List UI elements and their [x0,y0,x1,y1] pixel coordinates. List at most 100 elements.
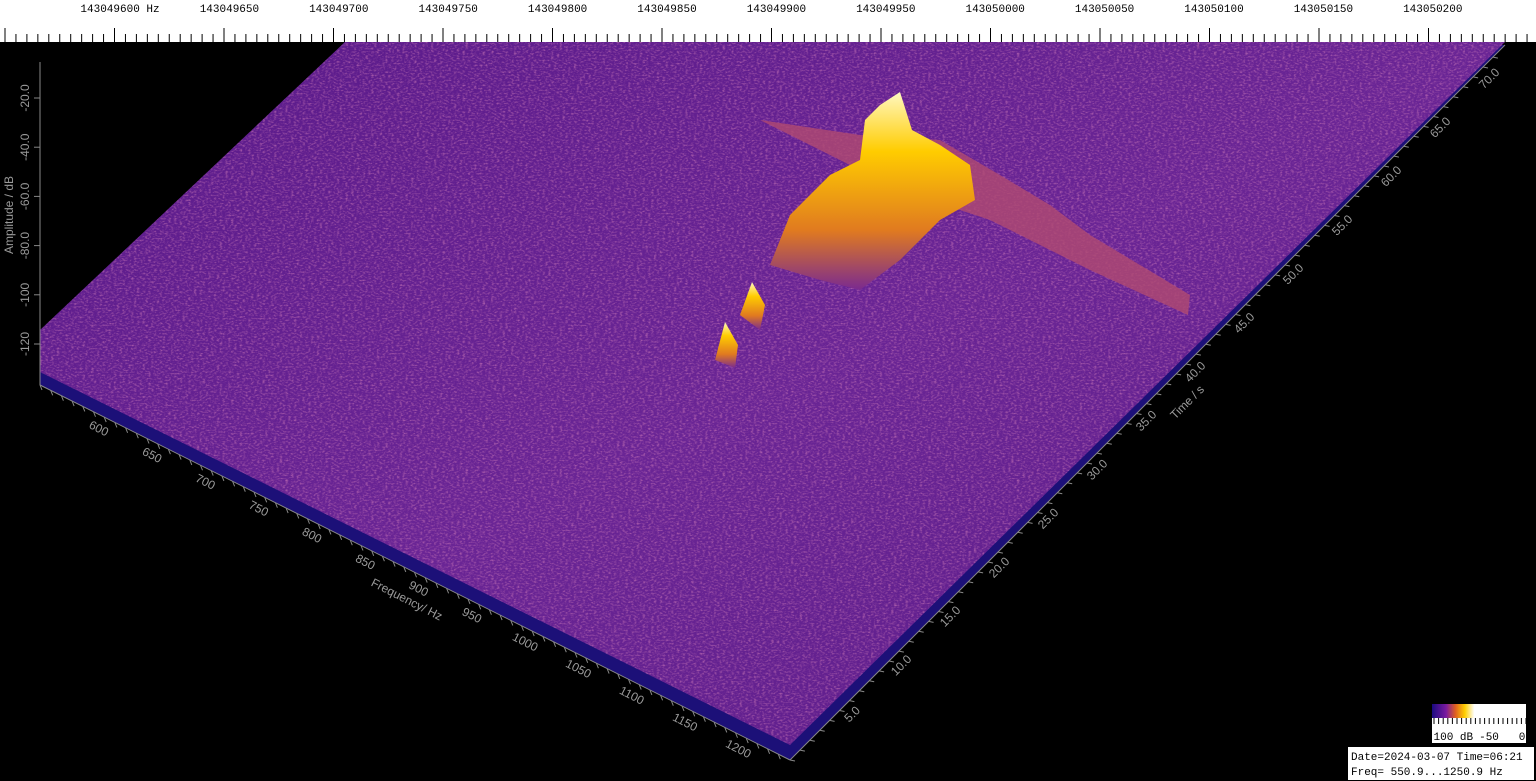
amplitude-label: -40.0 [18,133,32,161]
amplitude-label: -120 [18,332,32,356]
time-tick [958,591,964,594]
time-tick [1176,373,1182,376]
frequency-tick [585,657,589,664]
time-tick [1324,224,1330,227]
status-box [1348,747,1534,780]
frequency-tick [221,475,225,482]
time-tick [1275,274,1281,277]
frequency-tick [574,652,578,658]
frequency-tick [296,513,300,519]
color-bar-label: -50 [1479,732,1499,744]
frequency-label: 800 [300,524,324,546]
status-line: Freq= 550.9...1250.9 Hz [1351,767,1503,779]
time-tick [978,571,984,574]
time-label: 5.0 [841,703,863,725]
ruler-ticks [4,28,1528,42]
time-tick [879,670,885,673]
time-tick [1106,442,1112,445]
ruler-label: 143049700 [309,4,368,16]
frequency-tick [381,556,385,562]
time-tick [1156,393,1162,396]
time-tick [987,561,994,564]
frequency-tick [349,539,353,546]
ruler-label: 143049750 [418,4,477,16]
ruler-label: 143050050 [1075,4,1134,16]
frequency-tick [446,588,450,594]
frequency-tick [424,577,428,583]
frequency-tick [521,625,524,631]
frequency-tick [274,502,278,508]
frequency-tick [692,711,696,717]
surface-texture [40,42,1505,745]
time-tick [1334,215,1340,217]
time-tick [809,739,815,742]
time-tick [1027,521,1033,524]
frequency-tick [414,572,417,578]
time-tick [1294,254,1300,257]
time-tick [1374,175,1380,178]
time-tick [1136,413,1142,415]
time-tick [1086,462,1093,465]
time-tick [997,551,1003,554]
time-tick [1235,314,1241,316]
time-tick [1423,125,1429,128]
time-tick [1047,502,1053,505]
frequency-tick [456,593,460,599]
frequency-tick [745,737,749,744]
time-tick [1146,403,1152,406]
ruler-label: 143049850 [637,4,696,16]
frequency-tick [328,529,332,535]
frequency-tick [157,443,161,450]
color-bar-label: 0 [1519,732,1526,744]
frequency-tick [478,604,482,610]
time-tick [819,729,825,732]
frequency-tick [317,523,321,530]
time-tick [928,620,934,623]
time-tick [1344,205,1350,208]
frequency-tick [189,459,193,466]
frequency-tick [606,668,610,674]
frequency-label: 1150 [670,710,700,734]
time-tick [1443,106,1449,109]
time-tick [1017,531,1023,534]
time-tick [859,690,865,693]
time-tick [1126,422,1132,425]
time-tick [839,710,845,712]
time-tick [968,581,974,584]
time-tick [1077,472,1083,475]
time-tick [1037,512,1043,514]
time-tick [1482,66,1489,69]
color-bar-label: -100 dB [1427,732,1474,744]
frequency-label: 650 [140,444,164,466]
time-tick [1255,294,1261,297]
frequency-tick [617,673,621,680]
status-line: Date=2024-03-07 Time=06:21 [1351,752,1523,764]
time-tick [898,650,904,653]
ruler-label: 143049650 [200,4,259,16]
frequency-tick [200,465,203,471]
frequency-tick [713,721,717,728]
frequency-tick [702,716,706,722]
frequency-tick [82,406,86,412]
time-tick [1195,353,1201,356]
time-tick [918,630,924,633]
frequency-tick [467,598,471,605]
frequency-tick [114,422,118,428]
frequency-tick [135,432,139,439]
frequency-label: 1200 [723,737,753,762]
time-tick [1057,492,1063,495]
frequency-tick [71,400,75,407]
ruler-label: 143049600 Hz [80,4,159,16]
frequency-tick [50,390,54,396]
frequency-tick [542,636,546,642]
time-tick [1354,195,1360,198]
time-tick [829,719,835,722]
frequency-tick [285,507,289,514]
amplitude-label: -20.0 [18,84,32,112]
frequency-tick [531,630,535,637]
frequency-tick [638,684,642,690]
frequency-tick [264,497,268,503]
frequency-tick [735,732,738,738]
